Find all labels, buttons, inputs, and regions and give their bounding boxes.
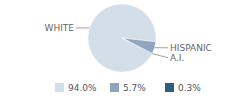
pie <box>88 4 156 72</box>
legend: 94.0% 5.7% 0.3% <box>55 83 201 93</box>
legend-swatch <box>110 83 119 92</box>
legend-label: 5.7% <box>123 83 146 93</box>
chart: WHITE HISPANICA.I. 94.0% 5.7% 0.3% <box>0 0 240 100</box>
legend-swatch <box>165 83 174 92</box>
slice-labels: WHITE HISPANICA.I. <box>44 23 211 63</box>
leader-line <box>152 54 168 58</box>
pie-slice <box>122 38 156 53</box>
legend-swatch <box>55 83 64 92</box>
legend-label: 0.3% <box>178 83 201 93</box>
slice-label: A.I. <box>170 53 184 63</box>
leader-line <box>76 27 90 28</box>
slice-label: WHITE <box>44 23 74 33</box>
leader-line <box>155 47 168 48</box>
pie-slice <box>88 4 156 72</box>
legend-label: 94.0% <box>68 83 97 93</box>
pie-slice <box>122 38 152 54</box>
slice-label: HISPANIC <box>170 43 212 53</box>
